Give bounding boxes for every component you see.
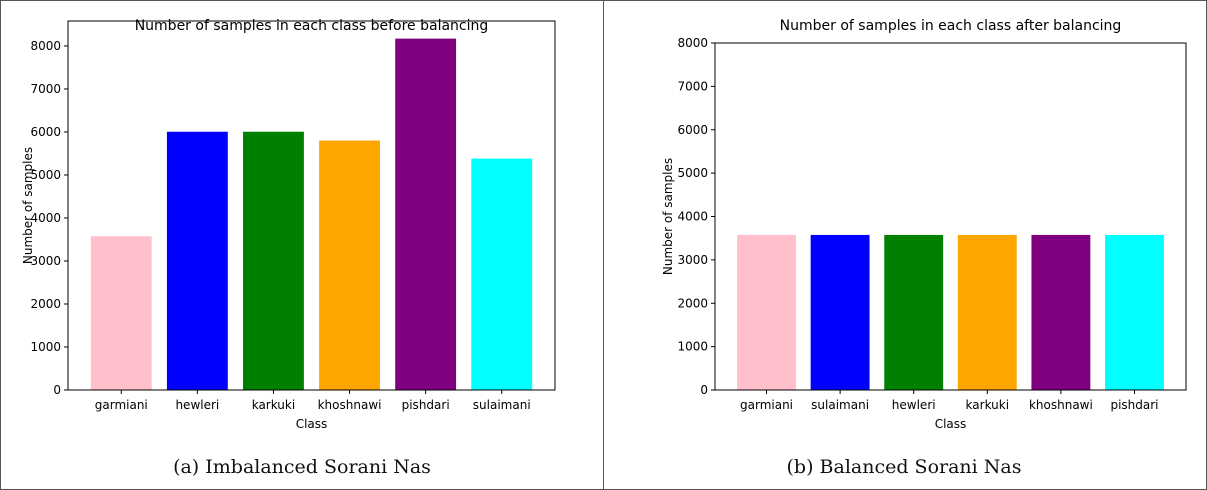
x-tick-label: sulaimani [811,398,869,412]
y-tick-label: 8000 [677,36,708,50]
y-tick-label: 2000 [677,296,708,310]
x-tick-label: khoshnawi [318,398,382,412]
y-tick-label: 8000 [30,39,61,53]
bar-karkuki [243,131,304,390]
panel-divider [603,0,604,490]
y-tick-label: 5000 [677,166,708,180]
y-tick-label: 1000 [677,340,708,354]
y-tick-label: 0 [700,383,708,397]
y-tick-label: 6000 [30,125,61,139]
x-tick-label: sulaimani [473,398,531,412]
y-tick-label: 4000 [30,211,61,225]
plot-frame [67,20,556,391]
y-tick-label: 7000 [30,82,61,96]
x-tick-label: pishdari [402,398,450,412]
y-tick-label: 3000 [30,254,61,268]
y-tick-label: 2000 [30,297,61,311]
x-tick-label: hewleri [175,398,219,412]
x-tick-label: pishdari [1110,398,1158,412]
chart-title: Number of samples in each class before b… [135,18,489,34]
bar-khoshnawi [319,140,380,390]
bar-pishdari [1105,234,1164,390]
y-tick-label: 7000 [677,79,708,93]
chart-title: Number of samples in each class after ba… [780,18,1122,34]
y-axis-label: Number of samples [21,147,35,264]
y-tick-label: 3000 [677,253,708,267]
y-tick-label: 5000 [30,168,61,182]
y-tick-label: 1000 [30,340,61,354]
x-axis-label: Class [296,417,328,431]
x-tick-label: khoshnawi [1029,398,1093,412]
y-tick-label: 6000 [677,123,708,137]
chart-balanced: Number of samples in each class after ba… [661,18,1187,431]
bar-pishdari [395,38,457,390]
caption-b: (b) Balanced Sorani Nas [786,456,1022,478]
x-tick-label: garmiani [95,398,148,412]
x-tick-label: karkuki [966,398,1010,412]
x-tick-label: hewleri [892,398,936,412]
x-tick-label: karkuki [252,398,296,412]
bar-khoshnawi [1031,234,1091,390]
plot-frame [714,42,1187,391]
y-tick-label: 4000 [677,210,708,224]
bar-hewleri [884,234,944,390]
bar-garmiani [90,236,152,390]
bar-sulaimani [810,234,870,390]
x-axis-label: Class [935,417,967,431]
y-tick-label: 0 [53,383,61,397]
bar-garmiani [737,234,796,390]
bar-sulaimani [471,158,533,390]
chart-imbalanced: Number of samples in each class before b… [21,18,556,431]
y-axis-label: Number of samples [661,158,675,275]
bar-karkuki [957,234,1017,390]
x-tick-label: garmiani [740,398,793,412]
caption-a: (a) Imbalanced Sorani Nas [173,456,431,478]
bar-hewleri [166,131,228,390]
